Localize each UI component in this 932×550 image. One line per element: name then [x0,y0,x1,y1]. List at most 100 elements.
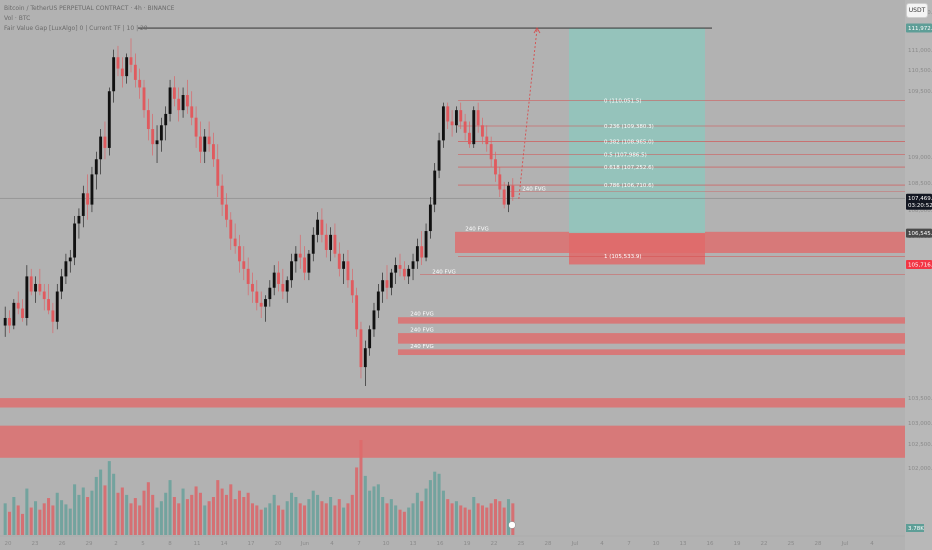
time-tick-label: Jul [841,541,849,547]
candle-body [3,317,7,326]
volume-bar [237,490,241,535]
volume-bar [190,494,194,535]
candle-body [472,110,476,145]
fib-label: 0 (110,051.5) [604,99,642,105]
volume-bar [268,503,272,535]
fvg-label: 240 FVG [410,312,433,318]
candle-body [320,219,324,235]
volume-bar [94,476,98,535]
volume-bar [224,494,228,535]
candle-body [424,231,428,258]
currency-button[interactable]: USDT [906,3,928,18]
candle-body [485,136,489,145]
volume-legend[interactable]: Vol · BTC [4,15,31,22]
volume-bar [402,511,406,535]
stop-price-badge-bg [906,259,932,269]
candle-body [107,91,111,148]
indicator-legend[interactable]: Fair Value Gap [LuxAlgo] 0 | Current TF … [4,25,148,32]
time-tick-label: 25 [518,541,525,547]
candle-body [198,136,202,152]
candle-body [415,246,419,262]
symbol-title[interactable]: Bitcoin / TetherUS PERPETUAL CONTRACT · … [4,5,175,12]
candle-body [376,291,380,311]
candle-body [324,234,328,250]
candle-body [133,64,137,80]
candle-body [389,272,393,288]
volume-bar [51,505,55,535]
volume-bar [129,503,133,535]
candle-body [394,265,398,273]
price-axis[interactable]: 112,000.0111,500.0111,000.0110,500.0109,… [905,0,932,550]
candle-body [255,291,259,303]
volume-bar [68,508,72,535]
candle-body [16,302,20,309]
volume-bar [355,467,359,535]
candle-body [420,246,424,258]
volume-bar [185,499,189,535]
candle-body [194,117,198,137]
fvg-label: 240 FVG [465,226,488,232]
volume-bar [454,501,458,535]
price-tick-label: 102,500.0 [908,442,932,448]
candle-body [190,106,194,118]
candle-body [494,159,497,175]
candle-body [25,276,29,318]
candle-body [146,110,150,130]
candle-body [172,87,176,99]
candle-body [251,283,254,292]
volume-value-text: 3.78K [908,526,924,532]
lines-layer [0,27,905,275]
time-tick-label: 2 [114,541,118,547]
volume-bar [29,507,33,535]
candle-body [34,283,37,292]
time-tick-label: 4 [870,541,874,547]
volume-bar [220,488,224,535]
volume-value-badge [906,524,924,532]
volume-bar [493,499,497,535]
volume-bar [246,492,250,535]
candle-body [264,299,267,307]
time-tick-label: 14 [221,541,228,547]
candle-body [407,268,411,277]
volume-bar [151,494,155,535]
candle-body [90,174,94,205]
volume-bar [168,480,172,535]
fvg-line-label: 240 FVG [522,186,545,192]
candle-body [216,159,220,186]
time-tick-label: 7 [627,541,631,547]
candle-body [51,310,55,322]
volume-bar [125,494,129,535]
volume-bar [294,497,298,535]
volume-bar [138,505,142,535]
candle-body [454,110,458,126]
volume-bar [3,503,7,535]
candle-body [446,106,450,122]
candle-body [441,106,445,141]
volume-bar [398,509,402,535]
candle-body [385,280,389,288]
volume-bar [472,497,476,535]
candle-body [511,185,515,198]
volume-bar [99,469,103,535]
volume-bar [376,484,380,535]
volume-bar [34,501,38,535]
time-tick-label: 4 [600,541,604,547]
volume-bar [463,507,467,535]
volume-bar [60,500,64,535]
time-tick-label: 28 [815,541,822,547]
time-tick-label: 13 [410,541,417,547]
candle-body [129,57,133,65]
volume-bar [198,492,202,535]
volume-bar [229,484,233,535]
time-tick-label: 26 [59,541,66,547]
volume-bar [428,480,432,535]
candle-body [368,329,372,349]
volume-bar [350,494,354,535]
volume-bar [263,507,268,535]
volume-bar [485,507,489,535]
time-tick-label: 16 [437,541,444,547]
candle-body [411,261,415,269]
time-axis[interactable]: 20 23 26 29 2 5 8 11 14 17 20 Jun 4 7 10 13 16 19 22 25 28 Ju… [0,535,905,547]
